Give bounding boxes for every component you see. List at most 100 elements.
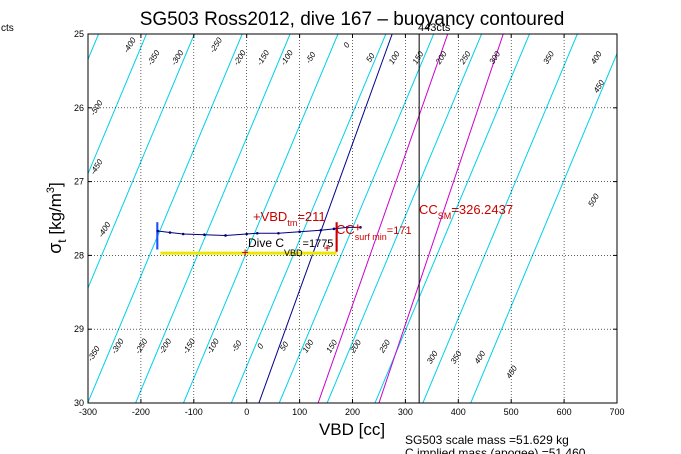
contour-line <box>230 34 387 403</box>
contour-line <box>88 34 147 175</box>
vbd-tm-annotation: +VBDtm=211 <box>253 209 326 228</box>
x-tick-label: 700 <box>609 407 624 417</box>
x-tick-label: 400 <box>451 407 466 417</box>
cc-sm-main: CC <box>419 202 438 217</box>
reference-line <box>317 34 449 403</box>
contour-label: -250 <box>208 36 224 55</box>
contour-line <box>470 52 617 403</box>
profile-point <box>181 232 185 236</box>
profile-point <box>255 231 259 235</box>
contour-line <box>278 34 435 403</box>
contour-label: -150 <box>255 48 271 67</box>
contour-label: 100 <box>387 49 402 66</box>
reference-line <box>258 34 393 403</box>
contour-label: 200 <box>348 338 364 355</box>
y-tick-label: 27 <box>74 177 84 187</box>
contour-label: 450 <box>592 78 607 95</box>
contour-label: 50 <box>278 340 291 353</box>
contour-label: 250 <box>457 49 473 66</box>
vbd-tm-main: +VBD <box>253 209 287 224</box>
top-counts-label: 443cts <box>418 22 451 34</box>
contour-label: -100 <box>279 48 295 67</box>
cc-sm-value: =326.2437 <box>451 202 513 217</box>
contour-line <box>183 34 339 403</box>
footer-implied-mass: C implied mass (apogee) =51.460 <box>405 446 586 454</box>
contour-line <box>0 34 51 403</box>
contour-label: 400 <box>589 49 604 66</box>
contour-label: -350 <box>146 48 162 67</box>
y-label-sigma: σ <box>45 243 65 254</box>
contour-label: -400 <box>122 36 138 55</box>
dive-c-annotation: Dive CVBD=1775 <box>248 236 333 258</box>
chart-title: SG503 Ross2012, dive 167 – buoyancy cont… <box>140 9 565 30</box>
contour-layer <box>0 34 617 403</box>
contour-label: -300 <box>110 337 126 356</box>
profile-point <box>203 233 206 237</box>
dive-c-sub: VBD <box>284 248 303 258</box>
contour-line <box>0 34 3 403</box>
contour-label: 300 <box>425 349 440 366</box>
cc-sm-sub: SM <box>438 211 452 221</box>
x-tick-label: -100 <box>185 407 203 417</box>
contour-line <box>88 34 195 290</box>
contour-label: 350 <box>449 349 464 366</box>
contour-label: 500 <box>586 192 601 209</box>
contour-label: 200 <box>433 49 449 66</box>
cc-surf-main: CC <box>336 222 355 237</box>
contour-label: -400 <box>96 220 112 239</box>
y-axis-label: σt [kg/m3] <box>45 182 69 254</box>
x-tick-label: 600 <box>557 407 572 417</box>
profile-point <box>319 229 323 232</box>
contour-label: 100 <box>301 338 316 355</box>
tick-layer: -300 -200 -100 0 100 200 300 400 500 600 700252627… <box>74 29 625 417</box>
contour-label: -200 <box>157 337 173 356</box>
dive-c-main: Dive C <box>248 236 284 250</box>
vbd-tm-sub: tm <box>287 218 297 228</box>
vbd-tm-value: =211 <box>297 209 325 224</box>
cc-surf-annotation: CCsurf min=171 <box>336 222 412 242</box>
dive-c-value: =1775 <box>303 238 334 250</box>
profile-point <box>168 231 172 234</box>
profile-point <box>224 234 227 237</box>
profile-layer <box>156 222 362 256</box>
contour-label: -50 <box>304 50 318 65</box>
profile-point <box>345 226 349 229</box>
contour-label: -300 <box>169 48 185 67</box>
footer-scale-mass: SG503 scale mass =51.629 kg <box>405 433 569 447</box>
contour-label: 450 <box>504 364 519 381</box>
blue-bar <box>156 222 159 250</box>
y-label-close: ] <box>46 182 65 187</box>
contour-line <box>88 34 243 403</box>
contour-label: 250 <box>377 338 393 355</box>
red-bar <box>335 222 338 252</box>
contour-line <box>374 34 530 403</box>
contour-line <box>326 34 483 403</box>
contour-label: 0 <box>255 342 265 351</box>
profile-point <box>332 227 336 231</box>
contour-label: -50 <box>230 339 244 354</box>
x-tick-label: 200 <box>345 407 360 417</box>
y-tick-label: 28 <box>74 250 84 260</box>
contour-label: 350 <box>541 49 556 66</box>
contour-line <box>422 34 578 403</box>
x-tick-label: -300 <box>79 407 97 417</box>
profile-point <box>298 230 301 234</box>
y-label-sup: 3 <box>45 187 57 193</box>
reference-lines <box>258 34 504 403</box>
x-tick-label: -200 <box>132 407 150 417</box>
contour-label-layer: -400 -350 -300 -250 -200 -150 -100 -50 0 50 100 150… <box>86 36 607 381</box>
reference-line <box>378 34 504 403</box>
y-tick-label: 26 <box>74 103 84 113</box>
y-label-sub: t <box>55 239 69 243</box>
y-tick-label: 29 <box>74 324 84 334</box>
y-tick-label: 30 <box>74 398 84 408</box>
cc-surf-value: =171 <box>387 225 412 237</box>
contour-label: 400 <box>473 349 488 366</box>
contour-label: -450 <box>88 157 104 176</box>
contour-label: -150 <box>181 337 197 356</box>
contour-label: 150 <box>325 338 340 355</box>
contour-label: -100 <box>205 337 221 356</box>
x-tick-label: 500 <box>504 407 519 417</box>
y-label-units: [kg/m <box>46 193 65 239</box>
